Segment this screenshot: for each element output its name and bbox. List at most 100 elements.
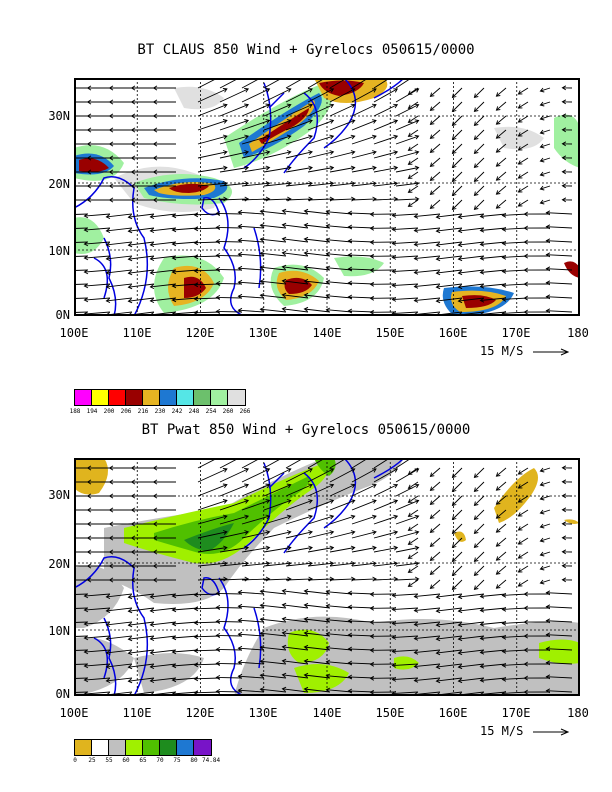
panel1-wind-vector-arrow: [193, 282, 221, 288]
panel2-wind-vector-arrow: [303, 588, 331, 595]
panel2-wind-vector-arrow: [451, 551, 463, 563]
panel2-wind-vector-arrow: [215, 675, 243, 680]
panel1-colorbar-tick-3: 206: [120, 408, 132, 415]
panel1-xlabel-160e: 160E: [438, 326, 468, 340]
panel2-wind-vector-arrow: [171, 635, 199, 641]
panel2-wind-vector-arrow: [495, 495, 507, 505]
panel1-wind-vector-arrow: [435, 269, 463, 276]
panel1-wind-vector-arrow: [395, 165, 420, 173]
panel2-wind-vector-arrow: [373, 576, 399, 582]
panel1-frame: [74, 78, 580, 316]
panel2-wind-vector-arrow: [259, 659, 287, 665]
panel2-wind-vector-arrow: [329, 514, 356, 525]
panel2-wind-vector-arrow: [561, 563, 573, 569]
panel2-colorbar-tick-3: 60: [122, 757, 130, 764]
panel1-wind-vector-arrow: [241, 165, 271, 173]
panel1-wind-vector-arrow: [457, 297, 485, 304]
panel2-wind-vector-arrow: [545, 618, 573, 624]
panel2-wind-vector-arrow: [347, 618, 375, 624]
panel1-wind-vector-arrow: [329, 134, 356, 145]
panel1-vector-scale: 15 M/S: [480, 344, 571, 358]
panel1-wind-vector-arrow: [479, 255, 507, 261]
panel1-wind-vector-arrow: [259, 251, 287, 257]
panel1-wind-vector-arrow: [329, 88, 356, 103]
panel1-wind-vector-arrow: [241, 196, 271, 202]
panel2-wind-vector-arrow: [237, 659, 265, 665]
panel1-wind-vector-arrow: [413, 269, 441, 275]
panel1-wind-vector-arrow: [259, 279, 287, 285]
panel1-wind-vector-arrow: [241, 103, 271, 117]
panel1-wind-vector-arrow: [127, 255, 155, 262]
panel1-wind-vector-arrow: [523, 211, 551, 217]
panel1-wind-vector-arrow: [523, 225, 551, 231]
panel1-wind-vector-arrow: [539, 115, 551, 121]
panel2-wind-vector-arrow: [395, 514, 420, 525]
panel2-colorbar-swatch-7: [194, 740, 211, 755]
panel2-wind-vector-arrow: [215, 647, 243, 652]
panel1-wind-vector-arrow: [127, 213, 155, 220]
panel2-wind-vector-arrow: [561, 493, 573, 499]
panel2-wind-vector-arrow: [152, 465, 176, 471]
panel1-wind-vector-arrow: [545, 210, 573, 216]
panel2-wind-vector-arrow: [149, 649, 177, 656]
panel2-wind-vector-arrow: [495, 537, 507, 547]
panel2-wind-vector-arrow: [495, 467, 507, 477]
panel1-wind-vector-arrow: [193, 226, 221, 232]
panel2-wind-vector-arrow: [197, 576, 228, 582]
panel2-wind-vector-arrow: [263, 499, 292, 511]
panel2-wind-vector-arrow: [285, 561, 313, 567]
panel2-xlabel-170e: 170E: [501, 706, 531, 720]
panel2-wind-vector-arrow: [263, 545, 292, 553]
panel1-wind-vector-arrow: [429, 129, 441, 139]
panel2-wind-vector-arrow: [259, 631, 287, 637]
panel1-ylabel-0n: 0N: [55, 308, 70, 322]
panel1-map-svg: [61, 72, 580, 318]
panel1-colorbar-swatch-0: [75, 390, 92, 405]
panel1-wind-vector-arrow: [263, 88, 292, 103]
panel1-wind-vector-arrow: [219, 119, 250, 131]
panel1-wind-vector-arrow: [517, 157, 529, 165]
panel2-wind-vector-arrow: [197, 530, 228, 539]
panel1-wind-vector-arrow: [130, 99, 154, 105]
panel2-wind-vector-arrow: [259, 603, 287, 609]
panel2-wind-vector-arrow: [149, 621, 177, 628]
panel1-wind-vector-arrow: [105, 213, 133, 220]
panel1-wind-vector-arrow: [347, 210, 375, 216]
panel1-wind-vector-arrow: [193, 296, 221, 302]
panel2-wind-vector-arrow: [197, 468, 228, 483]
panel2-wind-vector-arrow: [325, 631, 353, 637]
panel1-wind-vector-arrow: [545, 238, 573, 244]
panel2-wind-vector-arrow: [108, 521, 132, 527]
panel1-wind-vector-arrow: [561, 113, 573, 119]
panel2-wind-vector-arrow: [523, 675, 551, 681]
panel2-wind-vector-arrow: [429, 495, 441, 505]
panel1-wind-vector-arrow: [451, 185, 463, 197]
panel2-wind-vector-arrow: [193, 662, 221, 668]
panel2-wind-vector-arrow: [241, 499, 271, 511]
panel1-wind-vector-arrow: [105, 255, 133, 262]
panel2-wind-vector-arrow: [285, 545, 313, 553]
panel2-wind-vector-arrow: [108, 479, 132, 485]
panel2-wind-vector-arrow: [303, 616, 331, 623]
panel2-wind-vector-arrow: [561, 521, 573, 527]
panel1-wind-vector-arrow: [149, 255, 177, 262]
panel2-xlabel-100e: 100E: [59, 706, 89, 720]
panel2-wind-vector-arrow: [281, 686, 309, 693]
panel1-wind-vector-arrow: [149, 297, 177, 304]
panel2-wind-vector-arrow: [307, 514, 335, 525]
panel1-wind-vector-arrow: [329, 181, 356, 187]
panel1-wind-vector-arrow: [171, 255, 199, 261]
panel2-wind-vector-arrow: [171, 593, 199, 599]
panel1-wind-vector-arrow: [152, 127, 176, 133]
panel1-wind-vector-arrow: [83, 213, 111, 219]
panel2-wind-vector-arrow: [83, 621, 111, 627]
panel2-wind-vector-arrow: [395, 545, 420, 553]
panel1-wind-vector-arrow: [219, 150, 250, 159]
panel2-wind-vector-arrow: [495, 523, 507, 533]
panel1-wind-vector-arrow: [495, 185, 507, 195]
panel2-wind-vector-arrow: [105, 621, 133, 628]
panel1-wind-vector-arrow: [391, 296, 419, 302]
panel2-wind-vector-arrow: [307, 530, 335, 539]
panel2-wind-vector-arrow: [517, 523, 529, 531]
panel1-wind-vector-arrow: [108, 99, 132, 105]
